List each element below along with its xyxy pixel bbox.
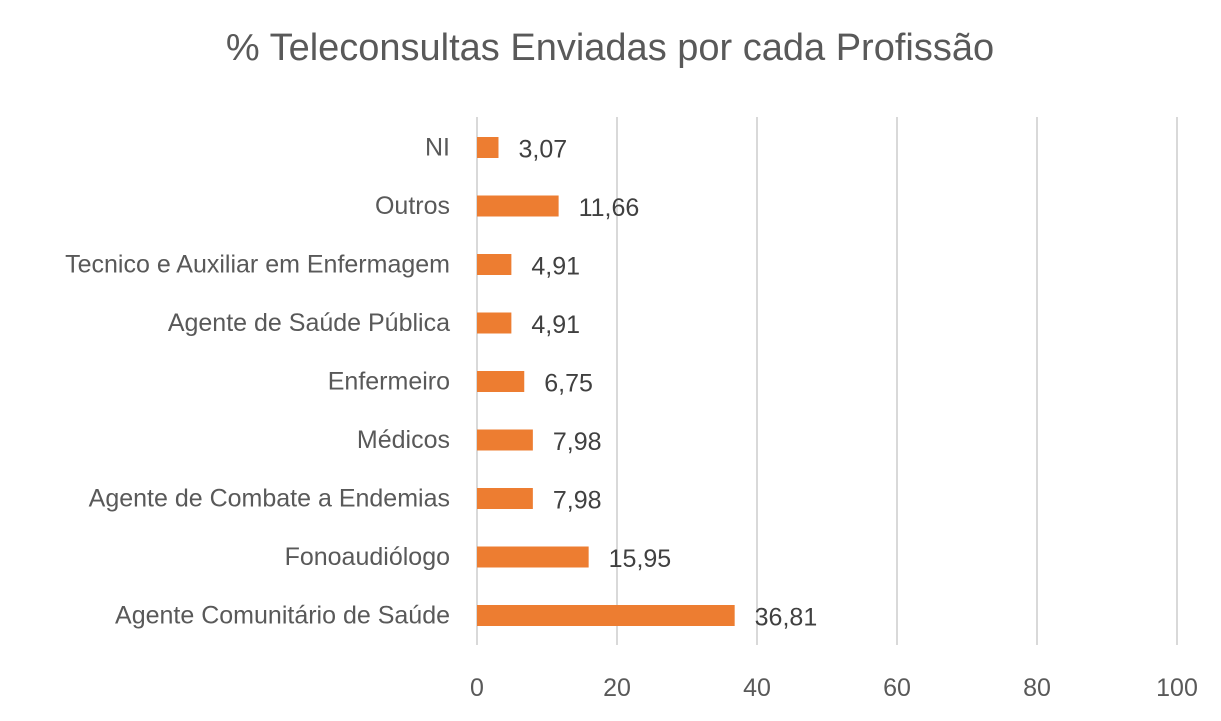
data-label: 7,98	[553, 428, 602, 456]
category-label: NI	[425, 134, 450, 162]
category-label: Enfermeiro	[328, 368, 450, 396]
bar	[477, 312, 512, 334]
x-tick-label: 60	[883, 674, 911, 702]
bar	[477, 137, 499, 158]
x-tick-label: 20	[603, 674, 631, 702]
x-tick-label: 100	[1156, 674, 1198, 702]
data-label: 4,91	[531, 253, 580, 281]
category-label: Outros	[375, 192, 450, 220]
category-label: Fonoaudiólogo	[285, 543, 450, 571]
category-label: Agente Comunitário de Saúde	[115, 602, 450, 630]
data-label: 4,91	[531, 311, 580, 339]
bar	[477, 429, 533, 451]
data-label: 3,07	[518, 136, 567, 164]
bar	[477, 195, 559, 217]
data-label: 6,75	[544, 370, 593, 398]
category-label: Agente de Combate a Endemias	[89, 485, 450, 513]
category-label: Médicos	[357, 426, 450, 454]
data-label: 11,66	[579, 194, 640, 222]
category-label: Agente de Saúde Pública	[168, 309, 450, 337]
data-label: 15,95	[609, 545, 672, 573]
x-tick-label: 40	[743, 674, 771, 702]
category-label: Tecnico e Auxiliar em Enfermagem	[65, 251, 450, 279]
bar	[477, 371, 525, 392]
data-label: 7,98	[553, 487, 602, 515]
x-tick-label: 0	[470, 674, 484, 702]
bar	[477, 254, 512, 275]
x-tick-label: 80	[1023, 674, 1051, 702]
bar	[477, 605, 735, 626]
bar	[477, 488, 533, 509]
bar	[477, 546, 589, 568]
chart-title: % Teleconsultas Enviadas por cada Profis…	[226, 27, 994, 69]
data-label: 36,81	[755, 604, 818, 632]
